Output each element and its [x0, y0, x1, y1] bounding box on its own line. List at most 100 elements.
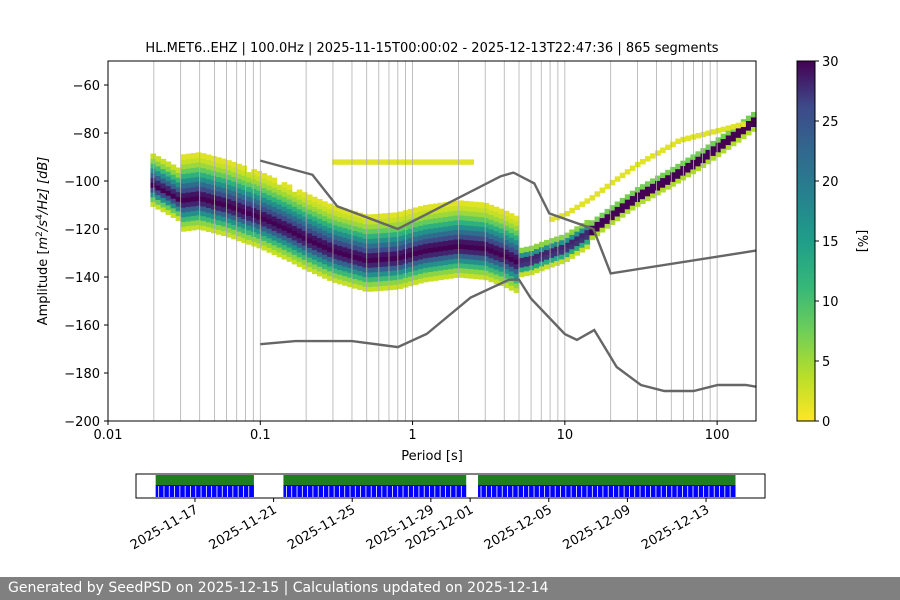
- heatmap-cell: [316, 246, 323, 253]
- heatmap-cell: [513, 234, 520, 241]
- heatmap-cell: [266, 237, 273, 244]
- heatmap-cell: [443, 206, 449, 213]
- heatmap-cell: [438, 269, 444, 276]
- heatmap-cell: [422, 267, 429, 273]
- heatmap-cell: [483, 226, 490, 233]
- heatmap-cell: [433, 222, 439, 229]
- heatmap-cell: [241, 227, 247, 234]
- heatmap-cell: [599, 217, 606, 223]
- heatmap-cell: [448, 268, 454, 274]
- footer-text: Generated by SeedPSD on 2025-12-15 | Cal…: [8, 580, 549, 596]
- heatmap-cell: [311, 235, 318, 241]
- heatmap-cell: [347, 243, 353, 249]
- heatmap-cell: [488, 228, 495, 235]
- heatmap-cell: [725, 134, 732, 141]
- heatmap-cell: [539, 265, 545, 272]
- heatmap-cell: [311, 225, 318, 231]
- heatmap-cell: [286, 213, 293, 219]
- heatmap-cell: [251, 236, 258, 242]
- heatmap-cell: [458, 262, 464, 269]
- heatmap-cell: [332, 263, 338, 269]
- heatmap-cell: [463, 205, 469, 212]
- heatmap-cell: [190, 220, 197, 226]
- heatmap-cell: [589, 234, 596, 241]
- heatmap-cell: [569, 253, 575, 259]
- heatmap-cell: [347, 248, 353, 254]
- heatmap-cell: [448, 263, 454, 270]
- heatmap-cell: [377, 218, 384, 224]
- heatmap-cell: [337, 240, 343, 246]
- heatmap-cell: [579, 242, 586, 248]
- heatmap-cell: [397, 159, 404, 165]
- heatmap-cell: [362, 242, 369, 249]
- heatmap-cell: [311, 263, 318, 270]
- heatmap-cell: [347, 233, 353, 240]
- heatmap-cell: [276, 199, 283, 205]
- heatmap-cell: [665, 179, 671, 185]
- heatmap-cell: [367, 214, 374, 220]
- heatmap-cell: [478, 216, 485, 223]
- heatmap-cell: [261, 225, 268, 232]
- heatmap-cell: [296, 203, 303, 210]
- coverage-bar: [478, 475, 736, 485]
- heatmap-cell: [468, 225, 475, 231]
- heatmap-cell: [155, 175, 162, 181]
- heatmap-cell: [392, 284, 399, 290]
- heatmap-cell: [301, 264, 308, 270]
- heatmap-cell: [458, 258, 464, 264]
- heatmap-cell: [195, 219, 202, 225]
- heatmap-cell: [483, 236, 490, 242]
- heatmap-cell: [347, 262, 353, 268]
- heatmap-cell: [322, 215, 328, 222]
- heatmap-cell: [195, 200, 202, 206]
- heatmap-cell: [226, 232, 232, 238]
- heatmap-cell: [236, 216, 242, 222]
- heatmap-cell: [735, 137, 742, 143]
- heatmap-cell: [347, 209, 353, 216]
- heatmap-cell: [513, 230, 520, 236]
- heatmap-cell: [231, 181, 237, 187]
- heatmap-cell: [377, 261, 384, 267]
- heatmap-cell: [639, 193, 646, 200]
- heatmap-cell: [372, 213, 379, 220]
- colorbar-gradient: [796, 60, 816, 422]
- heatmap-cell: [670, 181, 676, 187]
- heatmap-cell: [523, 256, 530, 262]
- heatmap-cell: [175, 181, 182, 188]
- heatmap-cell: [448, 201, 454, 207]
- heatmap-cell: [311, 268, 318, 275]
- timeline-tick-label: 2025-11-17: [128, 502, 201, 553]
- heatmap-cell: [498, 232, 505, 239]
- heatmap-cell: [342, 213, 348, 219]
- heatmap-cell: [650, 153, 656, 159]
- heatmap-cell: [195, 181, 202, 187]
- heatmap-cell: [473, 259, 480, 265]
- heatmap-cell: [211, 170, 217, 176]
- heatmap-cell: [488, 209, 495, 216]
- heatmap-cell: [433, 246, 439, 253]
- heatmap-cell: [241, 208, 247, 215]
- heatmap-cell: [397, 259, 404, 265]
- heatmap-cell: [200, 158, 207, 164]
- heatmap-cell: [332, 234, 338, 240]
- heatmap-cell: [407, 266, 414, 272]
- heatmap-cell: [231, 205, 237, 211]
- heatmap-cell: [342, 275, 348, 281]
- heatmap-cell: [468, 210, 475, 217]
- heatmap-cell: [665, 174, 671, 181]
- heatmap-cell: [221, 173, 227, 179]
- heatmap-cell: [216, 157, 222, 163]
- heatmap-cell: [725, 125, 732, 131]
- heatmap-cell: [463, 215, 469, 221]
- heatmap-cell: [609, 205, 616, 211]
- heatmap-cell: [675, 173, 681, 179]
- heatmap-cell: [473, 201, 480, 208]
- heatmap-cell: [170, 183, 177, 190]
- heatmap-cell: [453, 253, 459, 259]
- heatmap-cell: [483, 222, 490, 228]
- heatmap-cell: [539, 256, 545, 262]
- heatmap-cell: [397, 269, 404, 275]
- heatmap-cell: [382, 246, 389, 253]
- heatmap-cell: [362, 252, 369, 258]
- heatmap-cell: [513, 258, 520, 265]
